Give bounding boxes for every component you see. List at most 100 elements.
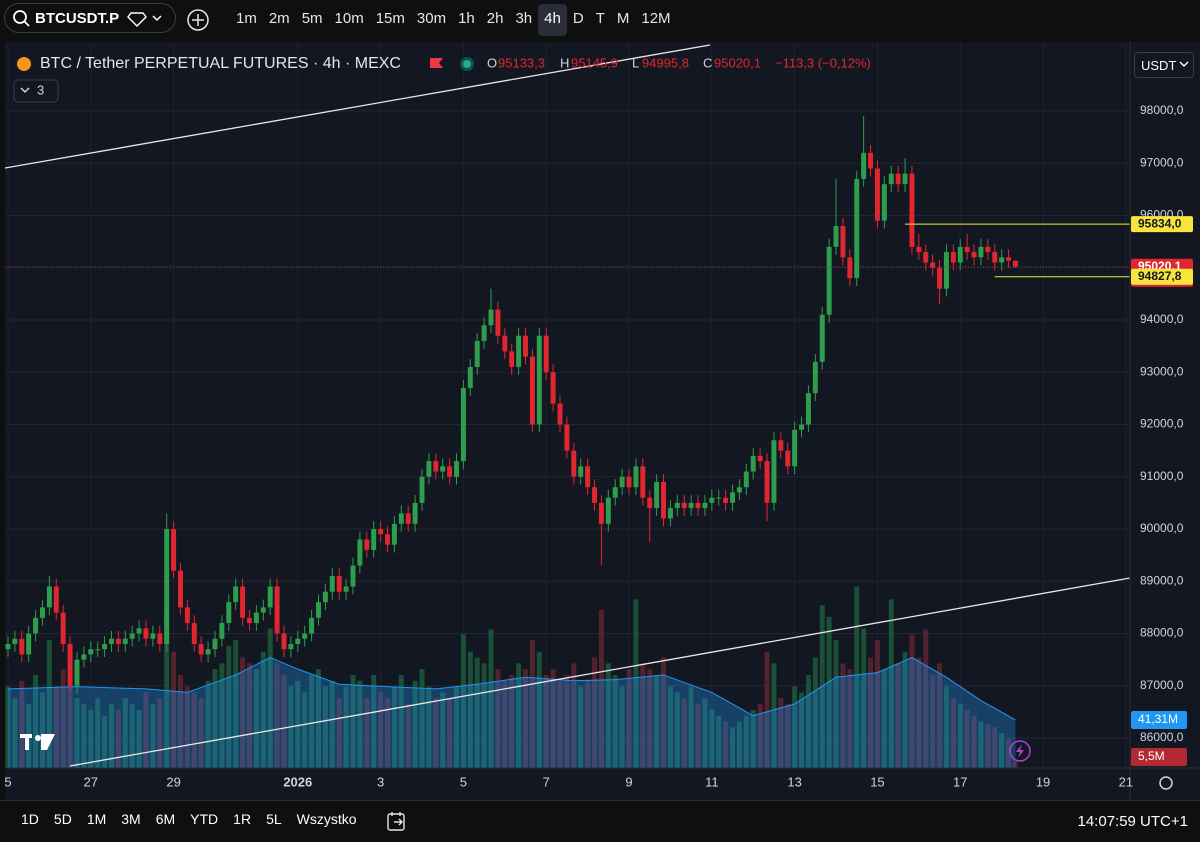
volume-bar bbox=[364, 698, 370, 768]
interval-button[interactable]: 15m bbox=[375, 10, 405, 27]
range-button[interactable]: 5D bbox=[53, 811, 72, 827]
add-symbol-button[interactable] bbox=[184, 6, 212, 34]
ohlc-change: −113,3 (−0,12%) bbox=[775, 55, 871, 70]
flag-icon[interactable] bbox=[430, 58, 443, 68]
candle-body bbox=[433, 461, 439, 472]
candle-body bbox=[799, 424, 805, 430]
range-button[interactable]: Wszystko bbox=[296, 811, 357, 827]
candle-body bbox=[585, 466, 591, 488]
clock[interactable]: 14:07:59 UTC+1 bbox=[1077, 813, 1189, 830]
candle-body bbox=[647, 497, 653, 509]
y-tick-label: 98000,0 bbox=[1140, 103, 1184, 117]
candle-body bbox=[564, 424, 570, 451]
candle-body bbox=[454, 461, 459, 477]
ohlc-o: 95133,3 bbox=[498, 55, 545, 70]
interval-button[interactable]: M bbox=[616, 10, 630, 27]
volume-bar bbox=[964, 709, 970, 768]
volume-bar bbox=[702, 698, 708, 768]
candle-body bbox=[874, 168, 880, 221]
candle-body bbox=[957, 246, 963, 263]
range-button[interactable]: 1D bbox=[21, 811, 39, 827]
interval-button[interactable]: 30m bbox=[416, 10, 447, 27]
volume-bar bbox=[667, 686, 673, 768]
volume-bar bbox=[184, 686, 190, 768]
interval-button[interactable]: 2m bbox=[268, 10, 290, 27]
interval-button[interactable]: 1h bbox=[458, 10, 475, 27]
candle-body bbox=[571, 450, 577, 477]
volume-bar bbox=[854, 586, 860, 768]
candle-body bbox=[295, 638, 301, 644]
candle-body bbox=[674, 502, 680, 509]
volume-bar bbox=[571, 663, 577, 768]
candle-body bbox=[626, 476, 632, 488]
candle-body bbox=[826, 246, 832, 315]
trend-line[interactable] bbox=[69, 577, 1130, 767]
range-button[interactable]: 1R bbox=[233, 811, 252, 827]
volume-bar bbox=[412, 680, 418, 768]
candle-body bbox=[868, 152, 874, 169]
interval-button[interactable]: D bbox=[572, 10, 584, 27]
volume-bar bbox=[1006, 738, 1012, 768]
volume-bar bbox=[267, 628, 273, 768]
volume-pane bbox=[5, 586, 1018, 768]
volume-bar bbox=[460, 634, 466, 768]
interval-button[interactable]: 10m bbox=[334, 10, 364, 27]
price-label: 95834,0 bbox=[1138, 216, 1182, 230]
volume-bar bbox=[143, 692, 149, 768]
volume-bar bbox=[895, 663, 901, 768]
symbol[interactable]: BTCUSDT.P bbox=[35, 9, 120, 27]
interval-button[interactable]: 4h bbox=[538, 4, 567, 36]
volume-bar bbox=[281, 674, 287, 768]
ohlc-l: 94995,8 bbox=[642, 55, 689, 70]
chevron-icon bbox=[20, 87, 30, 94]
candle-body bbox=[902, 173, 908, 185]
candle-body bbox=[288, 643, 294, 650]
date-range-icon[interactable] bbox=[384, 809, 410, 835]
candle-body bbox=[419, 476, 425, 503]
status-dot bbox=[463, 60, 471, 68]
volume-bar bbox=[122, 698, 128, 768]
volume-bar bbox=[357, 680, 363, 768]
indicator-toggle[interactable] bbox=[13, 79, 59, 103]
range-button[interactable]: 3M bbox=[121, 811, 141, 827]
settings-icon[interactable] bbox=[1159, 776, 1173, 790]
range-button[interactable]: 6M bbox=[155, 811, 176, 827]
candle-body bbox=[405, 513, 411, 524]
range-button[interactable]: 5L bbox=[266, 811, 282, 827]
volume-bar bbox=[67, 657, 73, 768]
volume-bar bbox=[868, 657, 874, 768]
currency[interactable]: USDT bbox=[1141, 57, 1177, 73]
candle-body bbox=[198, 643, 204, 655]
volume-bar bbox=[640, 663, 646, 768]
symbol-search[interactable]: BTCUSDT.P bbox=[4, 3, 176, 33]
flash-icon[interactable] bbox=[1009, 740, 1031, 762]
volume-bar bbox=[771, 663, 777, 768]
candle-body bbox=[260, 607, 266, 613]
interval-button[interactable]: 2h bbox=[486, 10, 504, 27]
trend-line[interactable] bbox=[5, 44, 711, 169]
volume-bar bbox=[792, 686, 798, 768]
interval-button[interactable]: 5m bbox=[301, 10, 323, 27]
volume-bar bbox=[343, 686, 349, 768]
y-tick-label: 90000,0 bbox=[1140, 521, 1184, 535]
range-button[interactable]: 1M bbox=[86, 811, 107, 827]
candle-body bbox=[598, 502, 604, 524]
range-button[interactable]: YTD bbox=[190, 811, 219, 827]
x-tick-label: 21 bbox=[1119, 774, 1133, 789]
interval-list: 1m 2m 5m 10m 15m 30m 1h 2h 3h 4h D T M 12M bbox=[230, 4, 677, 36]
candle-body bbox=[378, 529, 384, 535]
interval-button[interactable]: T bbox=[595, 10, 605, 27]
candle-body bbox=[136, 628, 142, 634]
volume-bar bbox=[695, 704, 701, 768]
volume-bar bbox=[5, 686, 11, 768]
volume-bar bbox=[171, 651, 177, 768]
candle-body bbox=[847, 257, 853, 279]
currency-selector[interactable]: USDT bbox=[1134, 52, 1194, 78]
interval-button[interactable]: 3h bbox=[515, 10, 533, 27]
interval-button[interactable]: 1m bbox=[236, 10, 257, 27]
volume-bar bbox=[295, 680, 301, 768]
interval-button[interactable]: 12M bbox=[641, 10, 671, 27]
x-tick-label: 15 bbox=[870, 774, 884, 789]
volume-bar bbox=[557, 680, 563, 768]
volume-bar bbox=[81, 704, 87, 768]
